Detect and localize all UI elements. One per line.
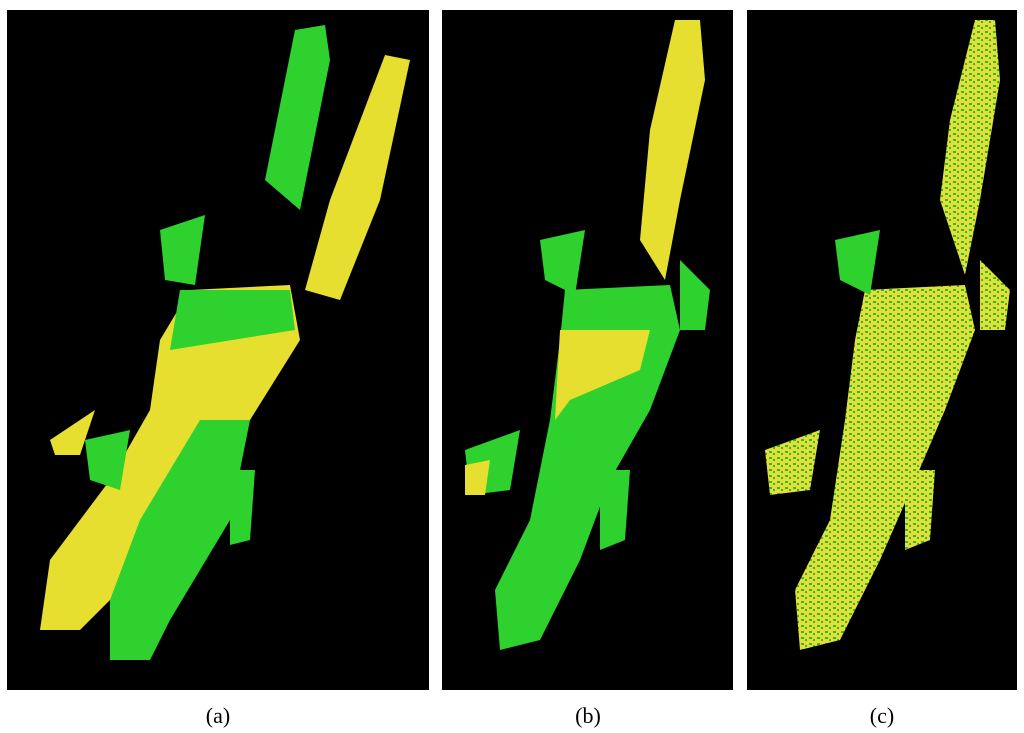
page: (a) (b) (c) (() => { const data = JSON.p… [0,0,1024,733]
caption: (a) [206,703,230,728]
caption: (c) [870,703,894,728]
figure: (a) (b) (c) [0,0,1024,733]
panel-a [7,10,429,690]
caption: (b) [575,703,601,728]
panel-b [442,10,733,690]
panel-c [747,10,1017,690]
